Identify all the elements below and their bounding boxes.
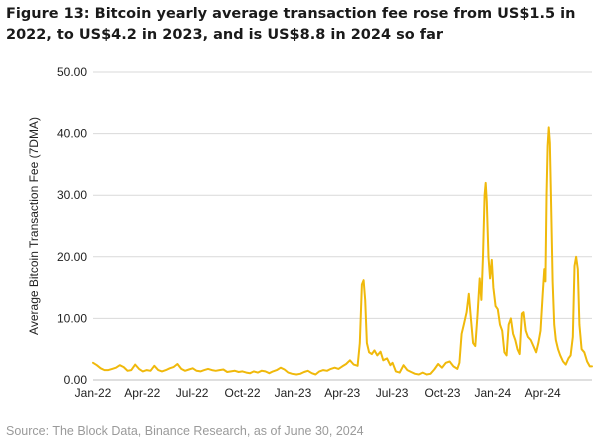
y-axis-ticks: 0.00 10.00 20.00 30.00 40.00 50.00 <box>57 65 87 387</box>
y-tick-label: 50.00 <box>57 65 87 79</box>
x-axis-ticks: Jan-22 Apr-22 Jul-22 Oct-22 Jan-23 Apr-23 Jul-… <box>75 386 561 400</box>
figure-title: Figure 13: Bitcoin yearly average transa… <box>6 6 576 43</box>
x-tick-label: Jul-22 <box>176 386 209 400</box>
y-tick-label: 20.00 <box>57 250 87 264</box>
fee-series-line <box>92 126 593 376</box>
x-tick-label: Oct-22 <box>225 386 261 400</box>
x-tick-label: Jan-24 <box>475 386 512 400</box>
y-tick-label: 40.00 <box>57 127 87 141</box>
y-axis-label: Average Bitcoin Transaction Fee (7DMA) <box>27 117 41 335</box>
y-tick-label: 0.00 <box>64 373 88 387</box>
source-note: Source: The Block Data, Binance Research… <box>6 424 364 438</box>
x-tick-label: Oct-23 <box>424 386 460 400</box>
x-tick-label: Jan-23 <box>275 386 312 400</box>
x-tick-label: Apr-23 <box>324 386 360 400</box>
x-tick-label: Apr-22 <box>124 386 160 400</box>
y-tick-label: 30.00 <box>57 188 87 202</box>
x-tick-label: Apr-24 <box>525 386 561 400</box>
gridlines <box>93 71 592 319</box>
x-tick-label: Jul-23 <box>376 386 409 400</box>
x-tick-label: Jan-22 <box>75 386 112 400</box>
y-tick-label: 10.00 <box>57 311 87 325</box>
